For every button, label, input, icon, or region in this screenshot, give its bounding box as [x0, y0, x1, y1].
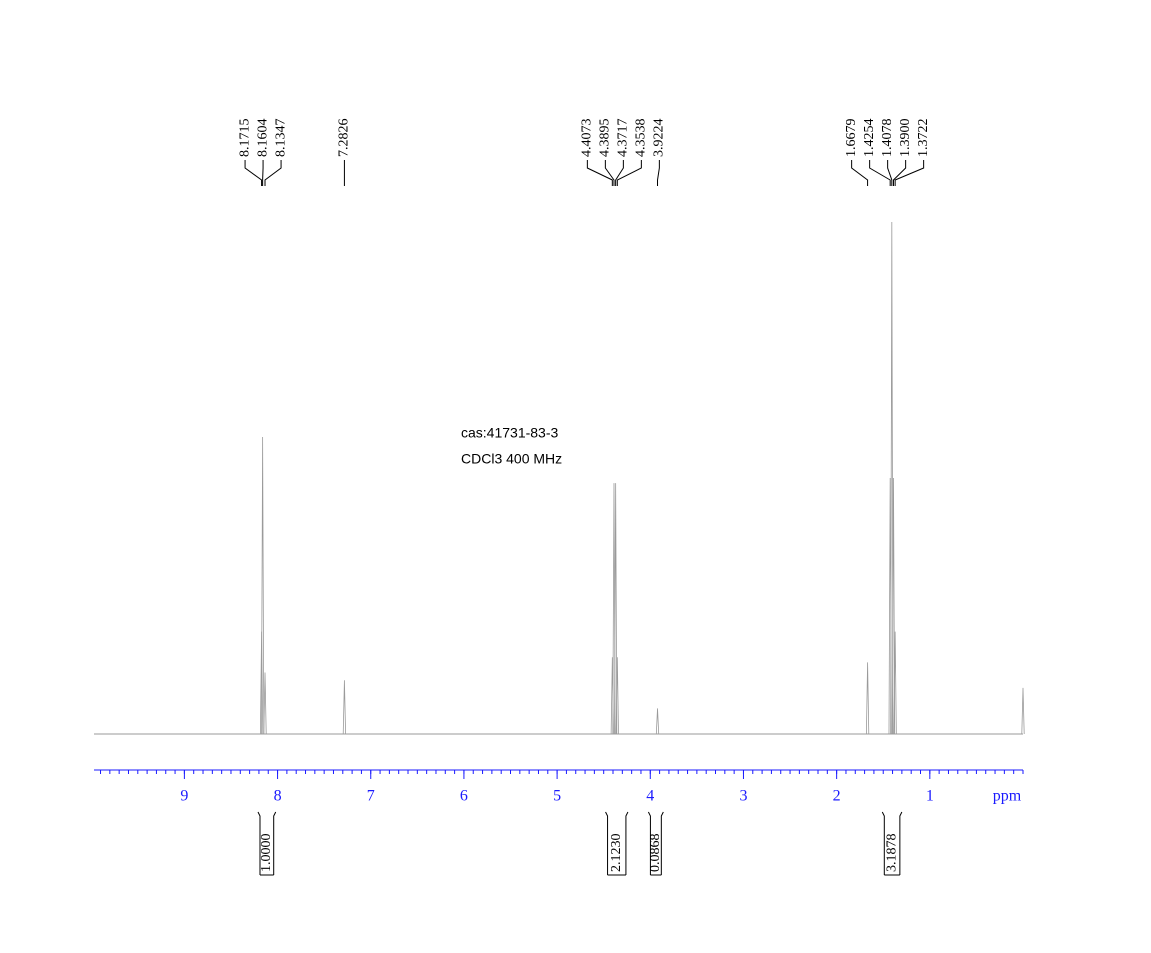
peak: [614, 483, 618, 735]
integral-bracket: [257, 811, 277, 876]
x-tick-label: 8: [274, 788, 282, 805]
peak: [1021, 687, 1025, 735]
integral-bracket: [605, 811, 629, 876]
x-tick-label: 4: [646, 788, 654, 805]
peak: [865, 662, 870, 735]
peak-label: 1.4078: [880, 119, 895, 158]
x-axis-label: ppm: [993, 788, 1022, 805]
peak-connector: [851, 160, 869, 186]
peak: [655, 708, 660, 735]
x-tick-label: 2: [833, 788, 841, 805]
peak-connector: [244, 160, 263, 186]
peak: [893, 631, 897, 735]
peak-label: 4.3538: [634, 119, 649, 158]
x-tick-label: 6: [460, 788, 468, 805]
peak: [263, 672, 267, 735]
peak-label: 8.1715: [237, 119, 252, 158]
peak: [342, 680, 347, 735]
peak-connector: [616, 160, 642, 186]
peak-label: 8.1604: [255, 119, 270, 158]
peak-label: 7.2826: [337, 119, 352, 158]
peak-label: 1.6679: [844, 119, 859, 158]
integral-bracket: [647, 811, 664, 876]
peak-label: 1.4254: [862, 119, 877, 158]
peak-label: 8.1347: [273, 119, 288, 158]
peak-label: 4.3717: [616, 119, 631, 158]
x-tick-label: 5: [553, 788, 561, 805]
peak-connector: [264, 160, 282, 186]
annotation: CDCl3 400 MHz: [461, 451, 562, 467]
peak: [615, 657, 619, 735]
peak-label: 1.3900: [898, 119, 913, 158]
x-tick-label: 7: [367, 788, 375, 805]
peak: [891, 477, 896, 735]
annotation: cas:41731-83-3: [461, 425, 559, 441]
integral-label: 1.0000: [259, 834, 274, 873]
integral-bracket: [881, 811, 903, 876]
peak-connector: [892, 160, 907, 186]
peak-label: 3.9224: [652, 119, 667, 158]
peak-connector: [604, 160, 615, 186]
integral-label: 0.0868: [648, 834, 663, 873]
peak-connector: [657, 160, 660, 186]
peak-label: 4.3895: [598, 119, 613, 158]
x-tick-label: 9: [180, 788, 188, 805]
peak-label: 1.3722: [916, 119, 931, 158]
peak-connector: [887, 160, 893, 186]
integral-label: 2.1230: [609, 834, 624, 873]
peak-connector: [894, 160, 925, 186]
integral-label: 3.1878: [884, 834, 899, 873]
peak-connector: [586, 160, 613, 186]
x-tick-label: 3: [739, 788, 747, 805]
peak-connector: [869, 160, 891, 186]
peak: [890, 221, 894, 735]
peak-label: 4.4073: [580, 119, 595, 158]
peak: [261, 437, 265, 735]
x-tick-label: 1: [926, 788, 934, 805]
peak-connector: [615, 160, 624, 186]
